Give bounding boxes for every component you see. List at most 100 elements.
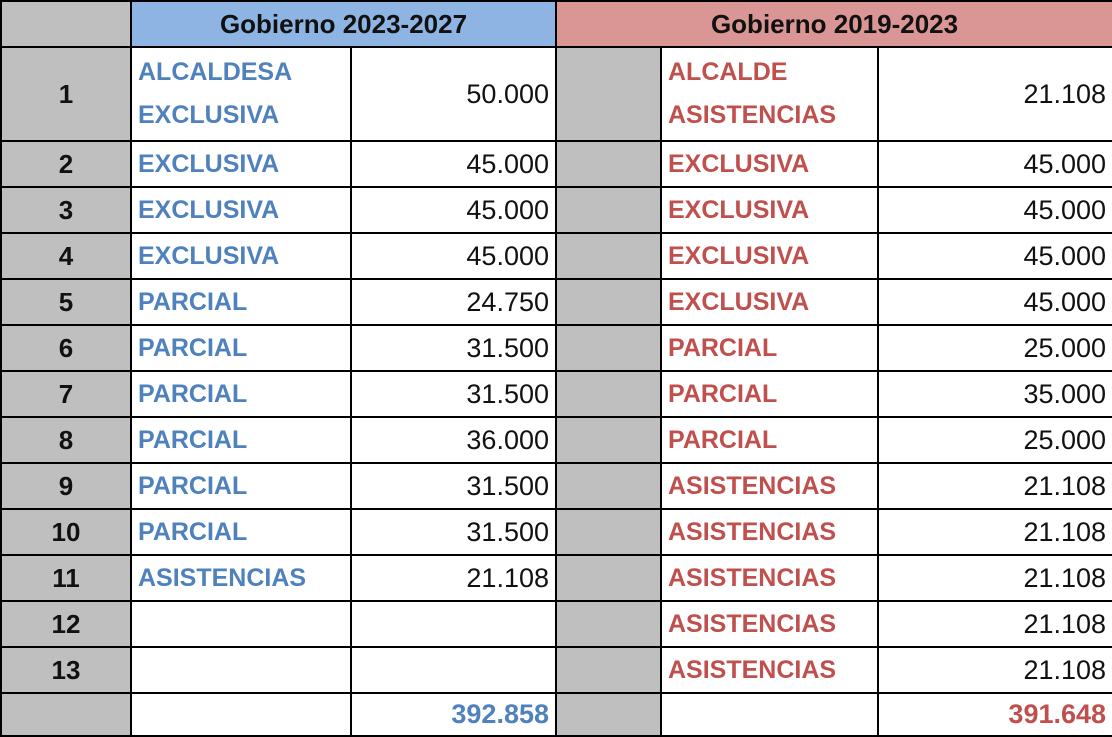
corner-cell <box>0 0 132 48</box>
left-total: 392.858 <box>350 692 557 737</box>
row-number: 5 <box>0 278 132 326</box>
data-row: 1 ALCALDESA EXCLUSIVA 50.000 ALCALDE ASISTE… <box>0 46 1112 142</box>
left-label: PARCIAL <box>130 508 352 556</box>
left-label: PARCIAL <box>130 370 352 418</box>
left-label: PARCIAL <box>130 324 352 372</box>
data-row: 6 PARCIAL 31.500 PARCIAL 25.000 <box>0 324 1112 372</box>
row-number: 4 <box>0 232 132 280</box>
spacer-cell <box>555 692 662 737</box>
right-label: EXCLUSIVA <box>660 232 879 280</box>
row-number: 10 <box>0 508 132 556</box>
right-label: PARCIAL <box>660 370 879 418</box>
right-label: ASISTENCIAS <box>660 646 879 694</box>
row-number: 8 <box>0 416 132 464</box>
right-total: 391.648 <box>876 692 1112 737</box>
left-value: 50.000 <box>350 46 557 142</box>
right-label: ASISTENCIAS <box>660 600 879 648</box>
left-label <box>130 646 352 694</box>
row-number: 9 <box>0 462 132 510</box>
left-value: 45.000 <box>350 140 557 188</box>
left-value <box>350 600 557 648</box>
left-label: PARCIAL <box>130 416 352 464</box>
row-number: 2 <box>0 140 132 188</box>
right-value: 45.000 <box>876 278 1112 326</box>
right-value: 21.108 <box>876 462 1112 510</box>
right-value: 35.000 <box>876 370 1112 418</box>
spacer-cell <box>555 278 662 326</box>
left-value: 45.000 <box>350 232 557 280</box>
spacer-cell <box>555 46 662 142</box>
left-label: ASISTENCIAS <box>130 554 352 602</box>
left-value: 45.000 <box>350 186 557 234</box>
spacer-cell <box>555 186 662 234</box>
left-header: Gobierno 2023-2027 <box>130 0 557 48</box>
spacer-cell <box>555 232 662 280</box>
left-label: PARCIAL <box>130 462 352 510</box>
right-label: EXCLUSIVA <box>660 278 879 326</box>
right-label: EXCLUSIVA <box>660 186 879 234</box>
data-row: 3 EXCLUSIVA 45.000 EXCLUSIVA 45.000 <box>0 186 1112 234</box>
left-label: EXCLUSIVA <box>130 232 352 280</box>
spacer-cell <box>555 416 662 464</box>
left-value: 31.500 <box>350 508 557 556</box>
right-value: 45.000 <box>876 140 1112 188</box>
left-label: ALCALDESA EXCLUSIVA <box>130 46 352 142</box>
left-value <box>350 646 557 694</box>
row-number: 12 <box>0 600 132 648</box>
left-value: 31.500 <box>350 324 557 372</box>
row-number: 6 <box>0 324 132 372</box>
spacer-cell <box>555 324 662 372</box>
right-label: EXCLUSIVA <box>660 140 879 188</box>
header-row: Gobierno 2023-2027 Gobierno 2019-2023 <box>0 0 1112 48</box>
empty-cell <box>130 692 352 737</box>
row-number: 13 <box>0 646 132 694</box>
left-value: 31.500 <box>350 370 557 418</box>
spacer-cell <box>555 600 662 648</box>
left-value: 31.500 <box>350 462 557 510</box>
right-label: ALCALDE ASISTENCIAS <box>660 46 879 142</box>
spacer-cell <box>555 370 662 418</box>
left-label: EXCLUSIVA <box>130 186 352 234</box>
right-value: 25.000 <box>876 416 1112 464</box>
left-value: 36.000 <box>350 416 557 464</box>
right-value: 21.108 <box>876 508 1112 556</box>
row-number: 7 <box>0 370 132 418</box>
left-label <box>130 600 352 648</box>
data-row: 10 PARCIAL 31.500 ASISTENCIAS 21.108 <box>0 508 1112 556</box>
totals-corner <box>0 692 132 737</box>
data-row: 13 ASISTENCIAS 21.108 <box>0 646 1112 694</box>
data-row: 4 EXCLUSIVA 45.000 EXCLUSIVA 45.000 <box>0 232 1112 280</box>
empty-cell <box>660 692 879 737</box>
left-value: 21.108 <box>350 554 557 602</box>
right-value: 21.108 <box>876 646 1112 694</box>
data-row: 7 PARCIAL 31.500 PARCIAL 35.000 <box>0 370 1112 418</box>
right-value: 25.000 <box>876 324 1112 372</box>
right-value: 45.000 <box>876 186 1112 234</box>
right-header: Gobierno 2019-2023 <box>554 0 1112 48</box>
row-number: 1 <box>0 46 132 142</box>
left-label: EXCLUSIVA <box>130 140 352 188</box>
data-row: 11 ASISTENCIAS 21.108 ASISTENCIAS 21.108 <box>0 554 1112 602</box>
spacer-cell <box>555 462 662 510</box>
left-value: 24.750 <box>350 278 557 326</box>
data-row: 12 ASISTENCIAS 21.108 <box>0 600 1112 648</box>
spacer-cell <box>555 140 662 188</box>
spacer-cell <box>555 646 662 694</box>
right-value: 21.108 <box>876 46 1112 142</box>
spacer-cell <box>555 508 662 556</box>
data-row: 9 PARCIAL 31.500 ASISTENCIAS 21.108 <box>0 462 1112 510</box>
data-row: 5 PARCIAL 24.750 EXCLUSIVA 45.000 <box>0 278 1112 326</box>
right-value: 21.108 <box>876 600 1112 648</box>
data-row: 2 EXCLUSIVA 45.000 EXCLUSIVA 45.000 <box>0 140 1112 188</box>
right-label: ASISTENCIAS <box>660 554 879 602</box>
spacer-cell <box>555 554 662 602</box>
totals-row: 392.858 391.648 <box>0 692 1112 737</box>
right-label: ASISTENCIAS <box>660 462 879 510</box>
right-label: PARCIAL <box>660 324 879 372</box>
right-value: 45.000 <box>876 232 1112 280</box>
row-number: 3 <box>0 186 132 234</box>
right-label: ASISTENCIAS <box>660 508 879 556</box>
row-number: 11 <box>0 554 132 602</box>
